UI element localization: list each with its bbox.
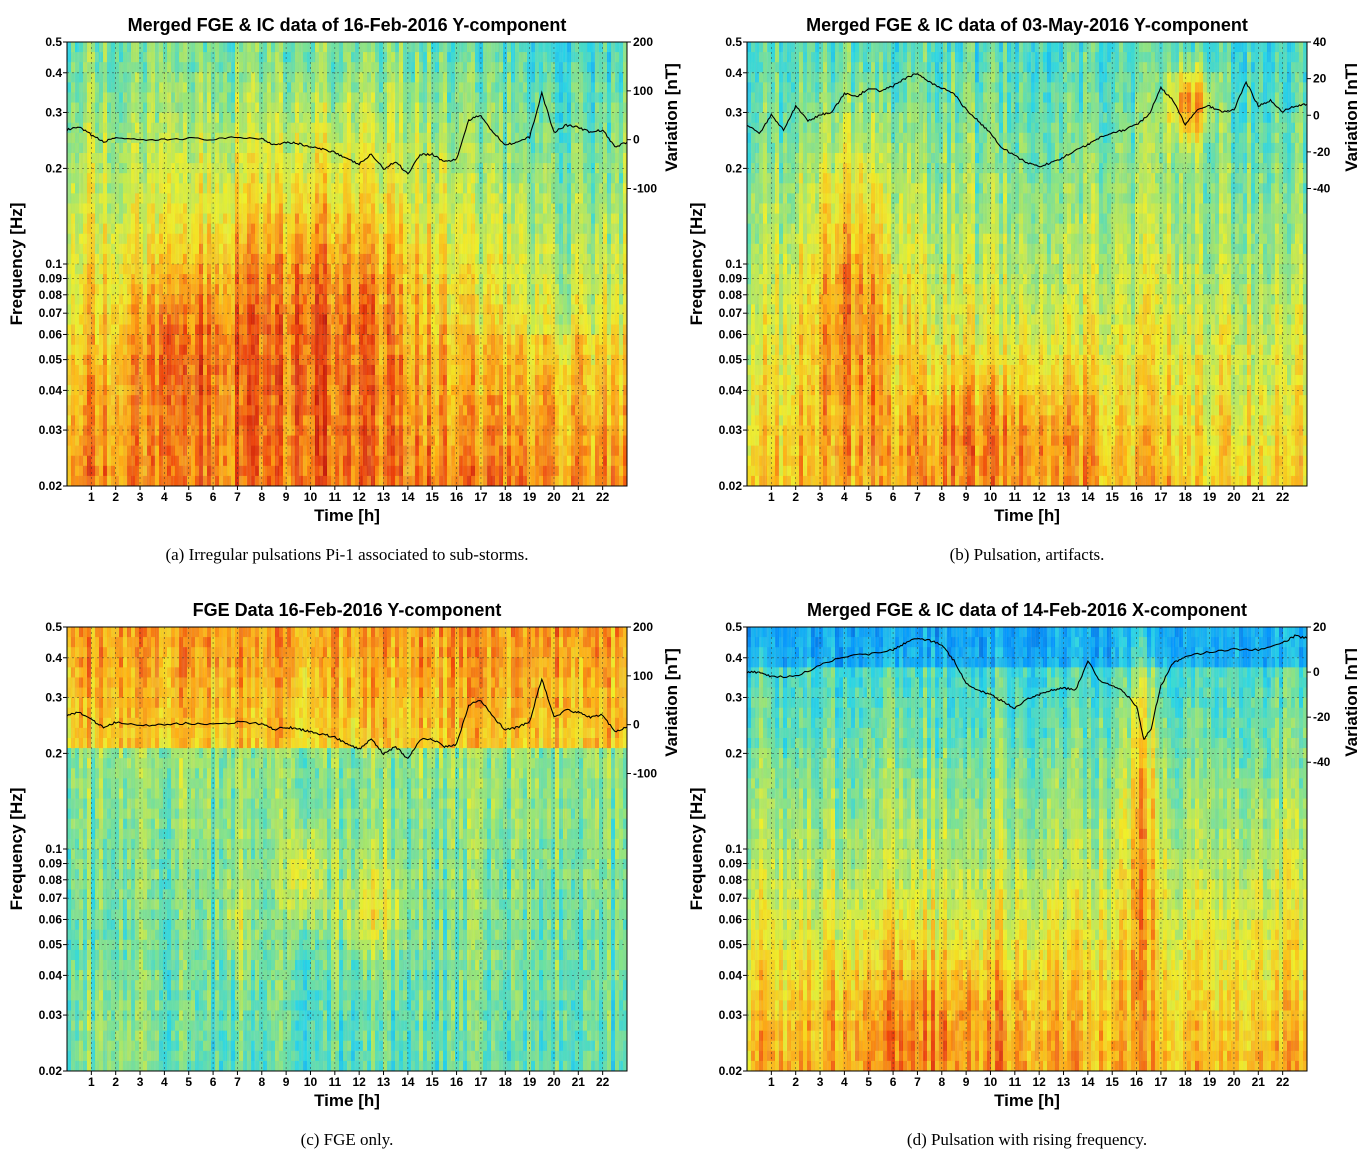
panel-title: Merged FGE & IC data of 16-Feb-2016 Y-co…: [128, 15, 567, 35]
panel-1: Merged FGE & IC data of 16-Feb-2016 Y-co…: [7, 15, 681, 564]
